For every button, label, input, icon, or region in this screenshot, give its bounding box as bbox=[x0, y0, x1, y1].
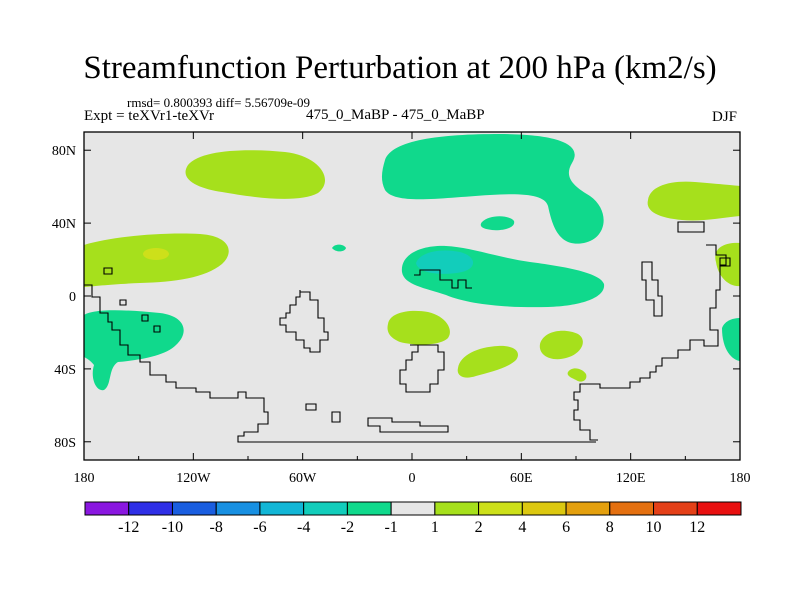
colorbar-label: 8 bbox=[606, 519, 614, 536]
contour-regions bbox=[84, 134, 740, 391]
colorbar-label: 1 bbox=[431, 519, 439, 536]
coastline-africa bbox=[399, 344, 445, 393]
coastlines bbox=[84, 221, 731, 443]
colorbar-label: 10 bbox=[646, 519, 662, 536]
y-tick-label: 80N bbox=[52, 144, 76, 159]
stats-label: rmsd= 0.800393 diff= 5.56709e-09 bbox=[127, 95, 311, 110]
colorbar-label: -10 bbox=[162, 519, 183, 536]
colorbar-swatch bbox=[84, 501, 130, 516]
coastline-pacific-islands-left bbox=[84, 284, 596, 443]
x-tick-label: 120W bbox=[176, 471, 211, 486]
x-tick-label: 180 bbox=[730, 471, 751, 486]
colorbar-label: 2 bbox=[475, 519, 483, 536]
colorbar-swatch bbox=[565, 501, 611, 516]
x-tick-label: 120E bbox=[616, 471, 646, 486]
y-tick-label: 40S bbox=[54, 363, 76, 378]
coastline-southeast-asia bbox=[641, 261, 663, 317]
colorbar-swatch bbox=[171, 501, 217, 516]
region-south-africa-positive bbox=[457, 345, 518, 378]
region-tropical-pacific-positive bbox=[84, 233, 229, 287]
colorbar-swatch bbox=[434, 501, 480, 516]
colorbar-label: -8 bbox=[210, 519, 223, 536]
y-tick-label: 40N bbox=[52, 217, 76, 232]
colorbar-swatch bbox=[521, 501, 567, 516]
experiment-label: Expt = teXVr1-teXVr bbox=[84, 108, 214, 124]
coastline-north-africa-sahara bbox=[414, 269, 472, 289]
x-tick-label: 180 bbox=[74, 471, 95, 486]
colorbar-label: 6 bbox=[562, 519, 570, 536]
axes: 180 120W 60W 0 60E 120E 180 80N 40N 0 40S 80S bbox=[52, 132, 751, 486]
region-south-pacific-negative bbox=[84, 310, 184, 391]
colorbar-swatch bbox=[303, 501, 348, 516]
x-tick-label: 60W bbox=[289, 471, 317, 486]
region-south-atlantic-positive bbox=[387, 310, 450, 345]
colorbar-swatch bbox=[390, 501, 436, 516]
colorbar-label: -2 bbox=[341, 519, 354, 536]
colorbar-label: 12 bbox=[689, 519, 705, 536]
region-west-pacific-positive bbox=[715, 242, 740, 287]
coastline-japan bbox=[677, 221, 705, 233]
colorbar-label: -6 bbox=[253, 519, 266, 536]
colorbar-swatch bbox=[346, 501, 392, 516]
region-caspian-negative bbox=[480, 216, 515, 231]
region-mid-atlantic-negative bbox=[332, 244, 346, 252]
region-madagascar-positive bbox=[539, 330, 583, 360]
coastline-new-guinea-east bbox=[573, 244, 727, 441]
case-label: 475_0_MaBP - 475_0_MaBP bbox=[306, 107, 485, 123]
colorbar-swatch bbox=[696, 501, 742, 516]
region-southwest-pacific-negative bbox=[722, 318, 740, 361]
region-tropical-pacific-max bbox=[143, 248, 169, 260]
colorbar-swatch bbox=[609, 501, 655, 516]
y-tick-label: 0 bbox=[69, 290, 76, 305]
region-south-indian-positive bbox=[567, 368, 587, 382]
colorbar-swatch bbox=[653, 501, 698, 516]
coastline-south-america bbox=[279, 290, 329, 353]
colorbar-label: -1 bbox=[384, 519, 397, 536]
colorbar-label: -4 bbox=[297, 519, 310, 536]
region-east-siberia-positive bbox=[647, 181, 740, 221]
region-nh-eurasia-negative bbox=[381, 134, 604, 244]
colorbar-swatch bbox=[128, 501, 173, 516]
colorbar-swatch bbox=[259, 501, 305, 516]
y-tick-label: 80S bbox=[54, 436, 76, 451]
region-nh-pacific-positive bbox=[185, 150, 326, 199]
chart-title: Streamfunction Perturbation at 200 hPa (… bbox=[83, 50, 717, 86]
x-tick-label: 0 bbox=[409, 471, 416, 486]
colorbar-swatch bbox=[478, 501, 523, 516]
colorbar: -12 -10 -8 -6 -4 -2 -1 1 2 4 6 8 10 12 bbox=[84, 501, 742, 536]
coastline-small-islands bbox=[103, 257, 731, 433]
x-tick-label: 60E bbox=[510, 471, 533, 486]
colorbar-label: -12 bbox=[118, 519, 139, 536]
region-north-africa-min bbox=[416, 250, 474, 274]
colorbar-swatch bbox=[215, 501, 261, 516]
season-label: DJF bbox=[712, 109, 738, 125]
colorbar-label: 4 bbox=[518, 519, 526, 536]
